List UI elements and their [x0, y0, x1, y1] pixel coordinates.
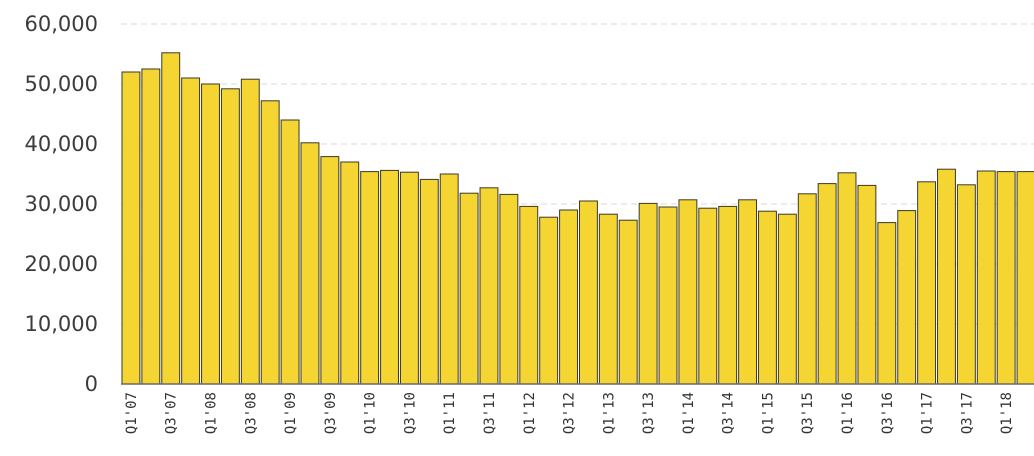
bar — [539, 216, 559, 385]
y-tick-label: 20,000 — [25, 252, 98, 276]
bar — [857, 184, 877, 385]
y-tick-label: 0 — [85, 372, 98, 396]
bar — [917, 181, 937, 385]
bar — [956, 184, 976, 385]
bar — [240, 78, 260, 385]
bar — [320, 156, 340, 385]
x-tick-label: Q3'13 — [641, 392, 657, 434]
y-axis-tick-labels: 0 10,000 20,000 30,000 40,000 50,000 60,000 — [25, 12, 98, 396]
bar — [797, 193, 817, 385]
bar — [459, 192, 479, 385]
bar — [758, 210, 777, 385]
bar — [638, 202, 658, 385]
bar — [419, 178, 439, 385]
bar — [698, 207, 718, 385]
bar — [658, 206, 678, 385]
y-tick-label: 60,000 — [25, 12, 98, 36]
bar — [181, 77, 201, 385]
x-tick-label: Q1'17 — [920, 392, 936, 434]
bar — [201, 83, 220, 385]
x-tick-label: Q1'09 — [283, 392, 299, 434]
bar — [877, 222, 897, 385]
x-tick-label: Q3'11 — [482, 392, 498, 434]
bar — [777, 213, 797, 385]
x-tick-label: Q1'13 — [601, 392, 617, 434]
y-tick-label: 40,000 — [25, 132, 98, 156]
x-tick-label: Q1'07 — [124, 392, 140, 434]
bar — [519, 205, 539, 385]
x-axis-tick-labels: Q1'07 Q3'07 Q1'08 Q3'08 Q1'09 Q3'09 Q1'10 Q3'10… — [124, 392, 1015, 434]
bar — [121, 71, 141, 385]
bar — [380, 169, 399, 385]
bar — [300, 142, 320, 385]
bar — [220, 88, 240, 385]
x-tick-label: Q1'18 — [999, 392, 1015, 434]
bar — [937, 168, 956, 385]
x-tick-label: Q3'14 — [721, 392, 737, 434]
bar — [280, 119, 300, 385]
bar — [1016, 171, 1034, 385]
bar — [996, 171, 1016, 385]
bar — [738, 199, 758, 385]
bar — [837, 172, 857, 385]
x-tick-label: Q3'16 — [880, 392, 896, 434]
bar — [499, 193, 519, 385]
x-tick-label: Q1'11 — [442, 392, 458, 434]
x-tick-label: Q3'17 — [959, 392, 975, 434]
x-tick-label: Q3'09 — [323, 392, 339, 434]
bar — [340, 161, 360, 385]
bar — [678, 199, 698, 385]
y-tick-label: 10,000 — [25, 312, 98, 336]
x-tick-label: Q3'07 — [164, 392, 180, 434]
bars — [121, 52, 1034, 385]
bar — [578, 200, 598, 385]
bar — [598, 213, 618, 385]
x-tick-label: Q1'10 — [363, 392, 379, 434]
bar — [897, 210, 917, 385]
bar — [618, 219, 638, 385]
bar — [141, 68, 161, 385]
bar — [260, 100, 280, 385]
y-tick-label: 50,000 — [25, 72, 98, 96]
bar — [718, 205, 738, 385]
bar — [439, 173, 459, 385]
x-tick-label: Q3'15 — [800, 392, 816, 434]
bar — [399, 171, 419, 385]
x-tick-label: Q1'14 — [681, 392, 697, 434]
y-tick-label: 30,000 — [25, 192, 98, 216]
x-tick-label: Q3'10 — [402, 392, 418, 434]
x-tick-label: Q1'15 — [760, 392, 776, 434]
bar — [976, 170, 996, 385]
x-tick-label: Q1'16 — [840, 392, 856, 434]
bar — [479, 187, 499, 385]
bar — [161, 52, 181, 385]
bar — [817, 183, 837, 385]
x-tick-label: Q1'12 — [522, 392, 538, 434]
x-tick-label: Q3'08 — [243, 392, 259, 434]
x-tick-label: Q3'12 — [562, 392, 578, 434]
bar — [559, 209, 578, 385]
x-tick-label: Q1'08 — [204, 392, 220, 434]
bar — [360, 171, 380, 385]
